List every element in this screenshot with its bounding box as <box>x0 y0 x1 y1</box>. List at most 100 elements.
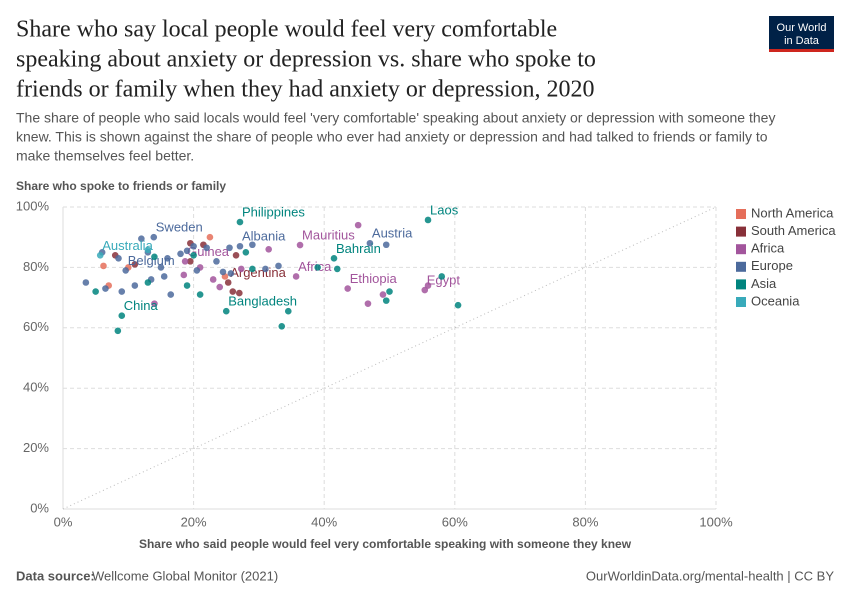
point <box>330 255 338 262</box>
point <box>292 273 300 280</box>
point <box>209 276 217 283</box>
point <box>151 300 158 307</box>
footer-right: OurWorldinData.org/mental-health | CC BY <box>586 568 834 583</box>
point <box>183 282 191 289</box>
point-label: Mauritius <box>302 227 355 242</box>
point <box>386 288 393 295</box>
y-tick-label: 40% <box>23 380 49 395</box>
point <box>219 268 227 276</box>
point <box>160 273 168 280</box>
legend-swatch <box>736 226 746 237</box>
point <box>284 307 292 315</box>
x-tick-label: 20% <box>181 514 207 529</box>
point <box>82 279 90 286</box>
point <box>333 265 341 273</box>
y-axis-label: Share who spoke to friends or family <box>16 179 226 193</box>
point <box>232 252 240 259</box>
x-tick-label: 0% <box>54 514 73 529</box>
point <box>275 262 282 270</box>
x-tick-label: 100% <box>699 514 733 529</box>
point <box>438 273 446 280</box>
logo-bar <box>769 49 834 52</box>
point-label: Albania <box>242 229 286 244</box>
point <box>180 271 188 279</box>
x-tick-label: 60% <box>442 514 468 529</box>
y-tick-label: 60% <box>23 319 49 334</box>
point-label: Egypt <box>427 272 461 287</box>
point <box>150 233 158 241</box>
subtitle: knew. This is shown against the share of… <box>16 129 768 145</box>
point <box>115 255 122 262</box>
point-label: Austria <box>372 226 413 241</box>
legend-label: South America <box>751 223 836 238</box>
legend-swatch <box>736 261 746 272</box>
point-label: Guinea <box>187 244 230 259</box>
logo: Our World in Data <box>769 16 834 52</box>
point-label: Belgium <box>128 253 175 268</box>
logo-text: in Data <box>784 35 820 47</box>
x-axis-label: Share who said people would feel very co… <box>139 537 632 551</box>
point <box>379 291 387 298</box>
point <box>144 279 152 286</box>
legend-label: Asia <box>751 276 777 291</box>
x-tick-label: 40% <box>311 514 337 529</box>
y-tick-label: 80% <box>23 259 49 274</box>
point-label: Australia <box>102 238 153 253</box>
point <box>213 258 220 265</box>
point <box>224 279 232 286</box>
logo-box <box>769 16 834 52</box>
point <box>354 221 362 229</box>
point <box>144 246 152 254</box>
point <box>96 252 104 259</box>
legend-swatch <box>736 244 746 255</box>
point-label: Bahrain <box>336 241 381 256</box>
y-tick-label: 0% <box>30 500 49 515</box>
x-tick-label: 80% <box>572 514 598 529</box>
legend-label: North America <box>751 205 834 220</box>
point <box>421 286 429 294</box>
point <box>181 258 189 265</box>
point <box>164 255 171 262</box>
point <box>167 291 175 298</box>
point <box>364 300 372 307</box>
point <box>296 241 304 249</box>
point <box>216 283 224 291</box>
legend-swatch <box>736 297 746 307</box>
point <box>177 250 184 258</box>
point <box>118 312 126 320</box>
legend-label: Africa <box>751 241 785 256</box>
point <box>278 322 286 330</box>
point <box>227 270 235 277</box>
point <box>236 218 244 226</box>
point <box>454 301 462 309</box>
point <box>190 242 197 250</box>
point <box>424 282 432 289</box>
point <box>236 242 244 250</box>
point <box>131 282 139 289</box>
legend-swatch <box>736 279 746 290</box>
point <box>102 285 109 292</box>
point <box>193 267 201 274</box>
point <box>203 244 210 252</box>
source-label: Data source: <box>16 568 95 583</box>
point <box>229 288 237 295</box>
legend-label: Europe <box>751 258 793 273</box>
subtitle: make themselves feel better. <box>16 148 194 164</box>
point <box>314 264 321 271</box>
point <box>157 264 165 271</box>
point <box>222 307 230 315</box>
logo-text: Our World <box>777 22 827 34</box>
point-label: Bangladesh <box>228 294 297 309</box>
point <box>262 265 269 273</box>
source: Wellcome Global Monitor (2021) <box>92 568 278 583</box>
point <box>114 327 122 335</box>
legend-swatch <box>736 209 746 219</box>
point <box>366 239 374 247</box>
point <box>226 244 233 252</box>
point <box>249 265 256 273</box>
point <box>122 267 129 274</box>
point <box>265 245 272 253</box>
point-label: Sweden <box>156 220 203 235</box>
point <box>249 241 256 249</box>
